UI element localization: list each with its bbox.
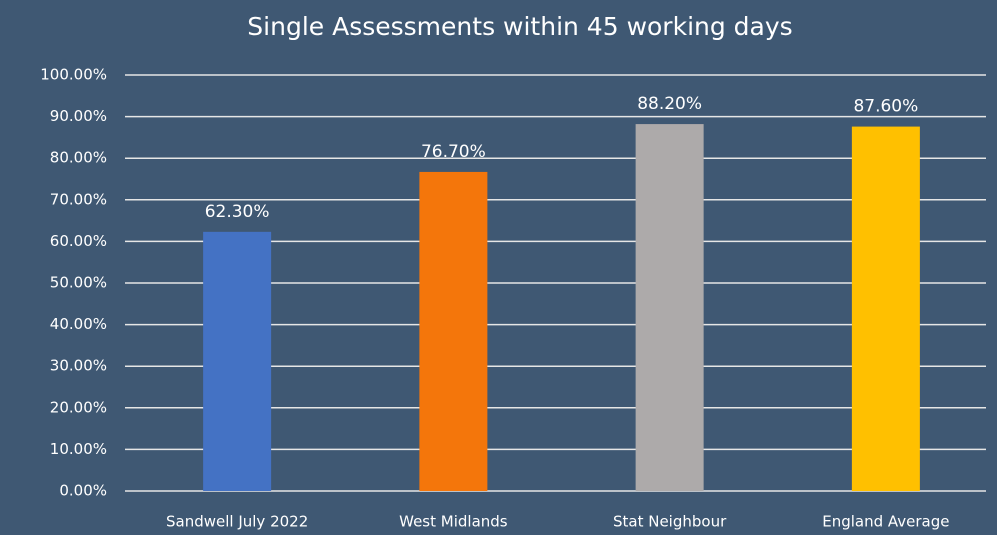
bar	[851, 126, 920, 492]
data-label: 88.20%	[637, 94, 702, 114]
data-label: 76.70%	[421, 142, 486, 162]
data-label: 87.60%	[853, 97, 918, 117]
y-tick-label: 40.00%	[50, 315, 107, 333]
x-tick-label: West Midlands	[399, 513, 508, 531]
chart-title: Single Assessments within 45 working day…	[247, 12, 792, 41]
x-tick-label: England Average	[822, 513, 949, 531]
x-tick-label: Stat Neighbour	[613, 513, 727, 531]
y-tick-label: 70.00%	[50, 190, 107, 208]
y-tick-label: 80.00%	[50, 149, 107, 167]
data-label: 62.30%	[205, 202, 270, 222]
y-tick-label: 10.00%	[50, 440, 107, 458]
y-tick-label: 0.00%	[59, 482, 107, 500]
bar	[635, 124, 704, 491]
y-tick-label: 90.00%	[50, 107, 107, 125]
x-tick-label: Sandwell July 2022	[166, 513, 308, 531]
y-tick-label: 20.00%	[50, 398, 107, 416]
y-tick-label: 100.00%	[40, 66, 107, 84]
bar	[203, 231, 272, 491]
y-tick-label: 60.00%	[50, 232, 107, 250]
y-tick-label: 50.00%	[50, 274, 107, 292]
y-tick-label: 30.00%	[50, 357, 107, 375]
bar	[419, 171, 488, 492]
